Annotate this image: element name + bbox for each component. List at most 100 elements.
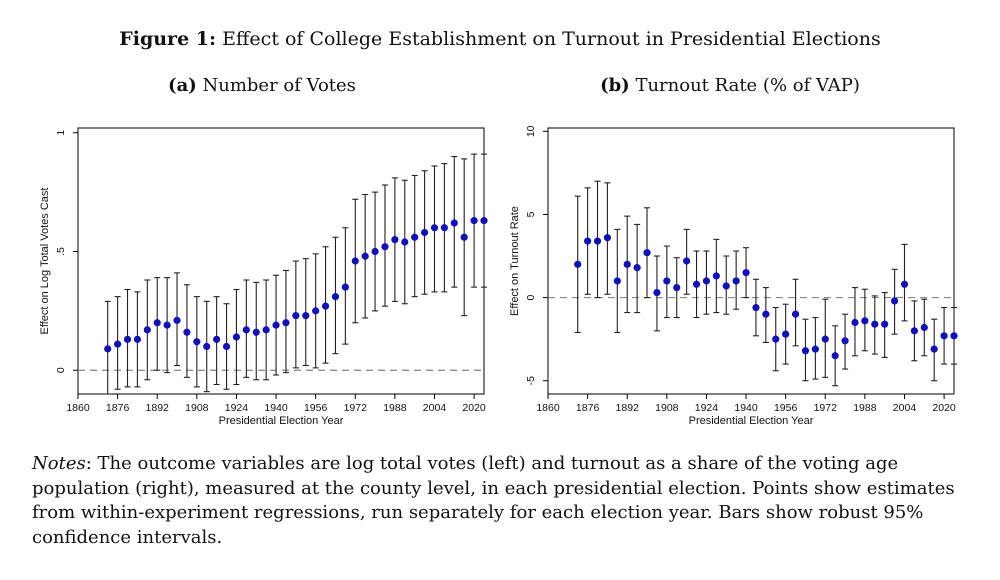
chart-b-point-estimate xyxy=(871,320,879,328)
chart-a-x-tick-label: 1940 xyxy=(264,402,288,414)
chart-a-point-estimate xyxy=(440,224,448,232)
chart-a-point-estimate xyxy=(430,224,439,232)
chart-a-point-estimate xyxy=(351,257,359,265)
chart-a-x-tick-label: 1956 xyxy=(304,402,328,414)
chart-a-point-estimate xyxy=(242,326,250,334)
figure-title: Figure 1: Effect of College Establishmen… xyxy=(0,28,1000,50)
chart-b-x-tick-label: 1924 xyxy=(695,402,719,414)
chart-b-y-tick-label: -5 xyxy=(525,376,537,385)
chart-b-point-estimate xyxy=(742,269,750,277)
chart-a-point-estimate xyxy=(371,247,379,256)
chart-b-x-tick-label: 1876 xyxy=(576,402,600,414)
chart-b-point-estimate xyxy=(940,332,948,340)
chart-a-x-axis-label: Presidential Election Year xyxy=(219,415,344,427)
chart-b-y-tick-label: 10 xyxy=(525,125,537,137)
chart-b-point-estimate xyxy=(643,249,651,257)
chart-a-point-estimate xyxy=(361,252,369,260)
chart-b-point-estimate xyxy=(633,264,641,272)
chart-b-x-tick-label: 1860 xyxy=(536,402,560,414)
chart-a-point-estimate xyxy=(391,236,399,244)
chart-b-point-estimate xyxy=(653,288,661,297)
chart-b-point-estimate xyxy=(584,237,592,245)
chart-a-x-tick-label: 1924 xyxy=(225,402,249,414)
chart-b-y-tick-label: 5 xyxy=(525,211,537,217)
chart-b-point-estimate xyxy=(603,234,612,242)
chart-b-x-tick-label: 1908 xyxy=(655,402,679,414)
chart-b-x-tick-label: 1956 xyxy=(774,402,798,414)
chart-a-point-estimate xyxy=(123,335,132,343)
chart-b-point-estimate xyxy=(702,277,711,285)
chart-b-point-estimate xyxy=(673,284,681,292)
chart-a-point-estimate xyxy=(480,217,488,225)
chart-b-point-estimate xyxy=(762,310,770,318)
chart-a-point-estimate xyxy=(114,340,122,348)
chart-b-point-estimate xyxy=(881,320,889,328)
chart-a-point-estimate xyxy=(183,328,191,336)
chart-b-point-estimate xyxy=(900,280,909,288)
chart-b-x-tick-label: 1972 xyxy=(814,402,838,414)
chart-b-x-axis-label: Presidential Election Year xyxy=(689,415,814,427)
chart-b-point-estimate xyxy=(732,277,740,285)
chart-a-point-estimate xyxy=(450,219,458,227)
chart-a-y-tick-label: 0 xyxy=(55,367,67,373)
chart-b-point-estimate xyxy=(851,318,859,327)
chart-b-x-tick-label: 1892 xyxy=(616,402,640,414)
chart-a-point-estimate xyxy=(143,326,151,334)
panel-b-label: (b) xyxy=(600,75,630,96)
chart-b-point-estimate xyxy=(683,257,691,265)
chart-a-point-estimate xyxy=(222,342,231,351)
chart-b-point-estimate xyxy=(574,260,582,268)
chart-a-x-tick-label: 1876 xyxy=(106,402,130,414)
chart-b-x-tick-label: 2020 xyxy=(932,402,956,414)
chart-b-point-estimate xyxy=(950,332,958,340)
chart-a-x-tick-label: 1892 xyxy=(146,402,170,414)
chart-a-point-estimate xyxy=(272,321,280,329)
chart-a-point-estimate xyxy=(312,307,320,315)
chart-b-point-estimate xyxy=(593,237,602,245)
chart-a-x-tick-label: 1988 xyxy=(383,402,407,414)
chart-b-y-tick-label: 0 xyxy=(525,294,537,300)
chart-b-point-estimate xyxy=(752,303,760,312)
chart-a-point-estimate xyxy=(411,233,419,241)
panel-a-title: (a) Number of Votes xyxy=(42,75,482,96)
chart-b-point-estimate xyxy=(910,327,918,335)
chart-b-point-estimate xyxy=(613,277,621,285)
chart-a-x-tick-label: 2020 xyxy=(462,402,486,414)
chart-b-x-tick-label: 1940 xyxy=(734,402,758,414)
chart-b-point-estimate xyxy=(692,280,701,288)
chart-b-point-estimate xyxy=(920,323,928,332)
chart-a-point-estimate xyxy=(153,319,161,327)
chart-a-point-estimate xyxy=(133,335,142,343)
chart-a-x-tick-label: 1860 xyxy=(66,402,90,414)
chart-b-x-tick-label: 1988 xyxy=(853,402,877,414)
chart-a-point-estimate xyxy=(292,312,300,320)
chart-a-point-estimate xyxy=(282,319,290,327)
panel-a-title-text: Number of Votes xyxy=(202,75,356,96)
chart-b-point-estimate xyxy=(782,330,790,338)
chart-a-point-estimate xyxy=(232,333,241,341)
chart-a-point-estimate xyxy=(104,345,112,353)
panel-a-label: (a) xyxy=(168,75,197,96)
chart-a-point-estimate xyxy=(173,316,181,324)
notes-label: Notes xyxy=(32,453,86,474)
chart-a-y-tick-label: 1 xyxy=(55,130,67,136)
notes-paragraph: Notes: The outcome variables are log tot… xyxy=(32,452,972,550)
chart-b: 1860 1876 1892 1908 1924 1940 1956 1972 1988 2004… xyxy=(509,125,958,427)
chart-a-x-tick-label: 1972 xyxy=(344,402,368,414)
chart-b-point-estimate xyxy=(772,335,780,343)
panel-b-title-text: Turnout Rate (% of VAP) xyxy=(635,75,860,96)
chart-a-point-estimate xyxy=(460,233,468,241)
notes-text: : The outcome variables are log total vo… xyxy=(32,453,955,548)
chart-b-point-estimate xyxy=(861,317,869,325)
chart-a-y-axis-label: Effect on Log Total Votes Cast xyxy=(39,188,51,335)
chart-b-point-estimate xyxy=(841,337,849,345)
chart-b-point-estimate xyxy=(811,345,819,353)
chart-b-point-estimate xyxy=(821,335,829,343)
chart-a-point-estimate xyxy=(470,217,478,225)
chart-a-point-estimate xyxy=(341,283,349,291)
chart-a-point-estimate xyxy=(420,228,429,237)
chart-b-point-estimate xyxy=(722,282,730,290)
chart-a-point-estimate xyxy=(203,342,211,351)
chart-a-x-tick-label: 1908 xyxy=(185,402,209,414)
figure-label: Figure 1: xyxy=(119,28,217,50)
